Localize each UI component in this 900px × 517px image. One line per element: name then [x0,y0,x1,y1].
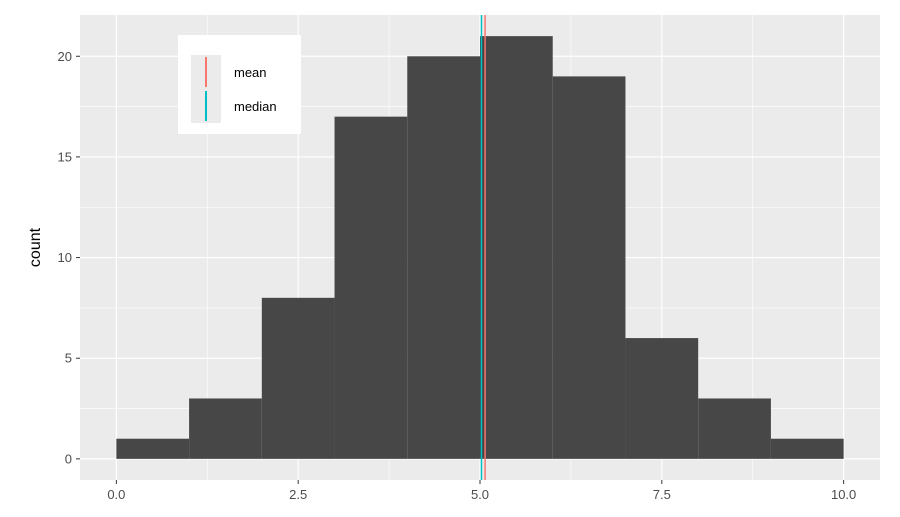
histogram-bar [407,56,480,459]
x-tick-label: 0.0 [107,487,125,502]
histogram-bar [334,116,408,459]
histogram-bar [770,438,844,459]
y-axis-title: count [27,227,44,267]
histogram-bar [480,36,553,459]
histogram-bar [189,398,262,459]
y-tick-label: 10 [58,250,72,265]
y-tick-label: 0 [65,451,72,466]
histogram-bar [261,297,335,459]
y-tick-label: 15 [58,149,72,164]
x-tick-label: 5.0 [471,487,489,502]
y-tick-label: 5 [65,351,72,366]
x-tick-label: 2.5 [289,487,307,502]
x-axis: 0.0 2.5 5.0 7.5 10.0 [107,480,856,502]
reference-lines [480,15,486,480]
legend: mean median [178,35,301,134]
legend-label-mean: mean [234,65,267,80]
histogram-bars [116,36,844,459]
histogram-bar [698,398,771,459]
legend-label-median: median [234,99,277,114]
x-tick-label: 10.0 [831,487,856,502]
x-tick-label: 7.5 [653,487,671,502]
histogram-bar [116,438,190,459]
histogram-bar [552,76,626,459]
histogram-bar [625,338,699,459]
y-tick-label: 20 [58,49,72,64]
y-axis: 0 5 10 15 20 [58,49,80,466]
